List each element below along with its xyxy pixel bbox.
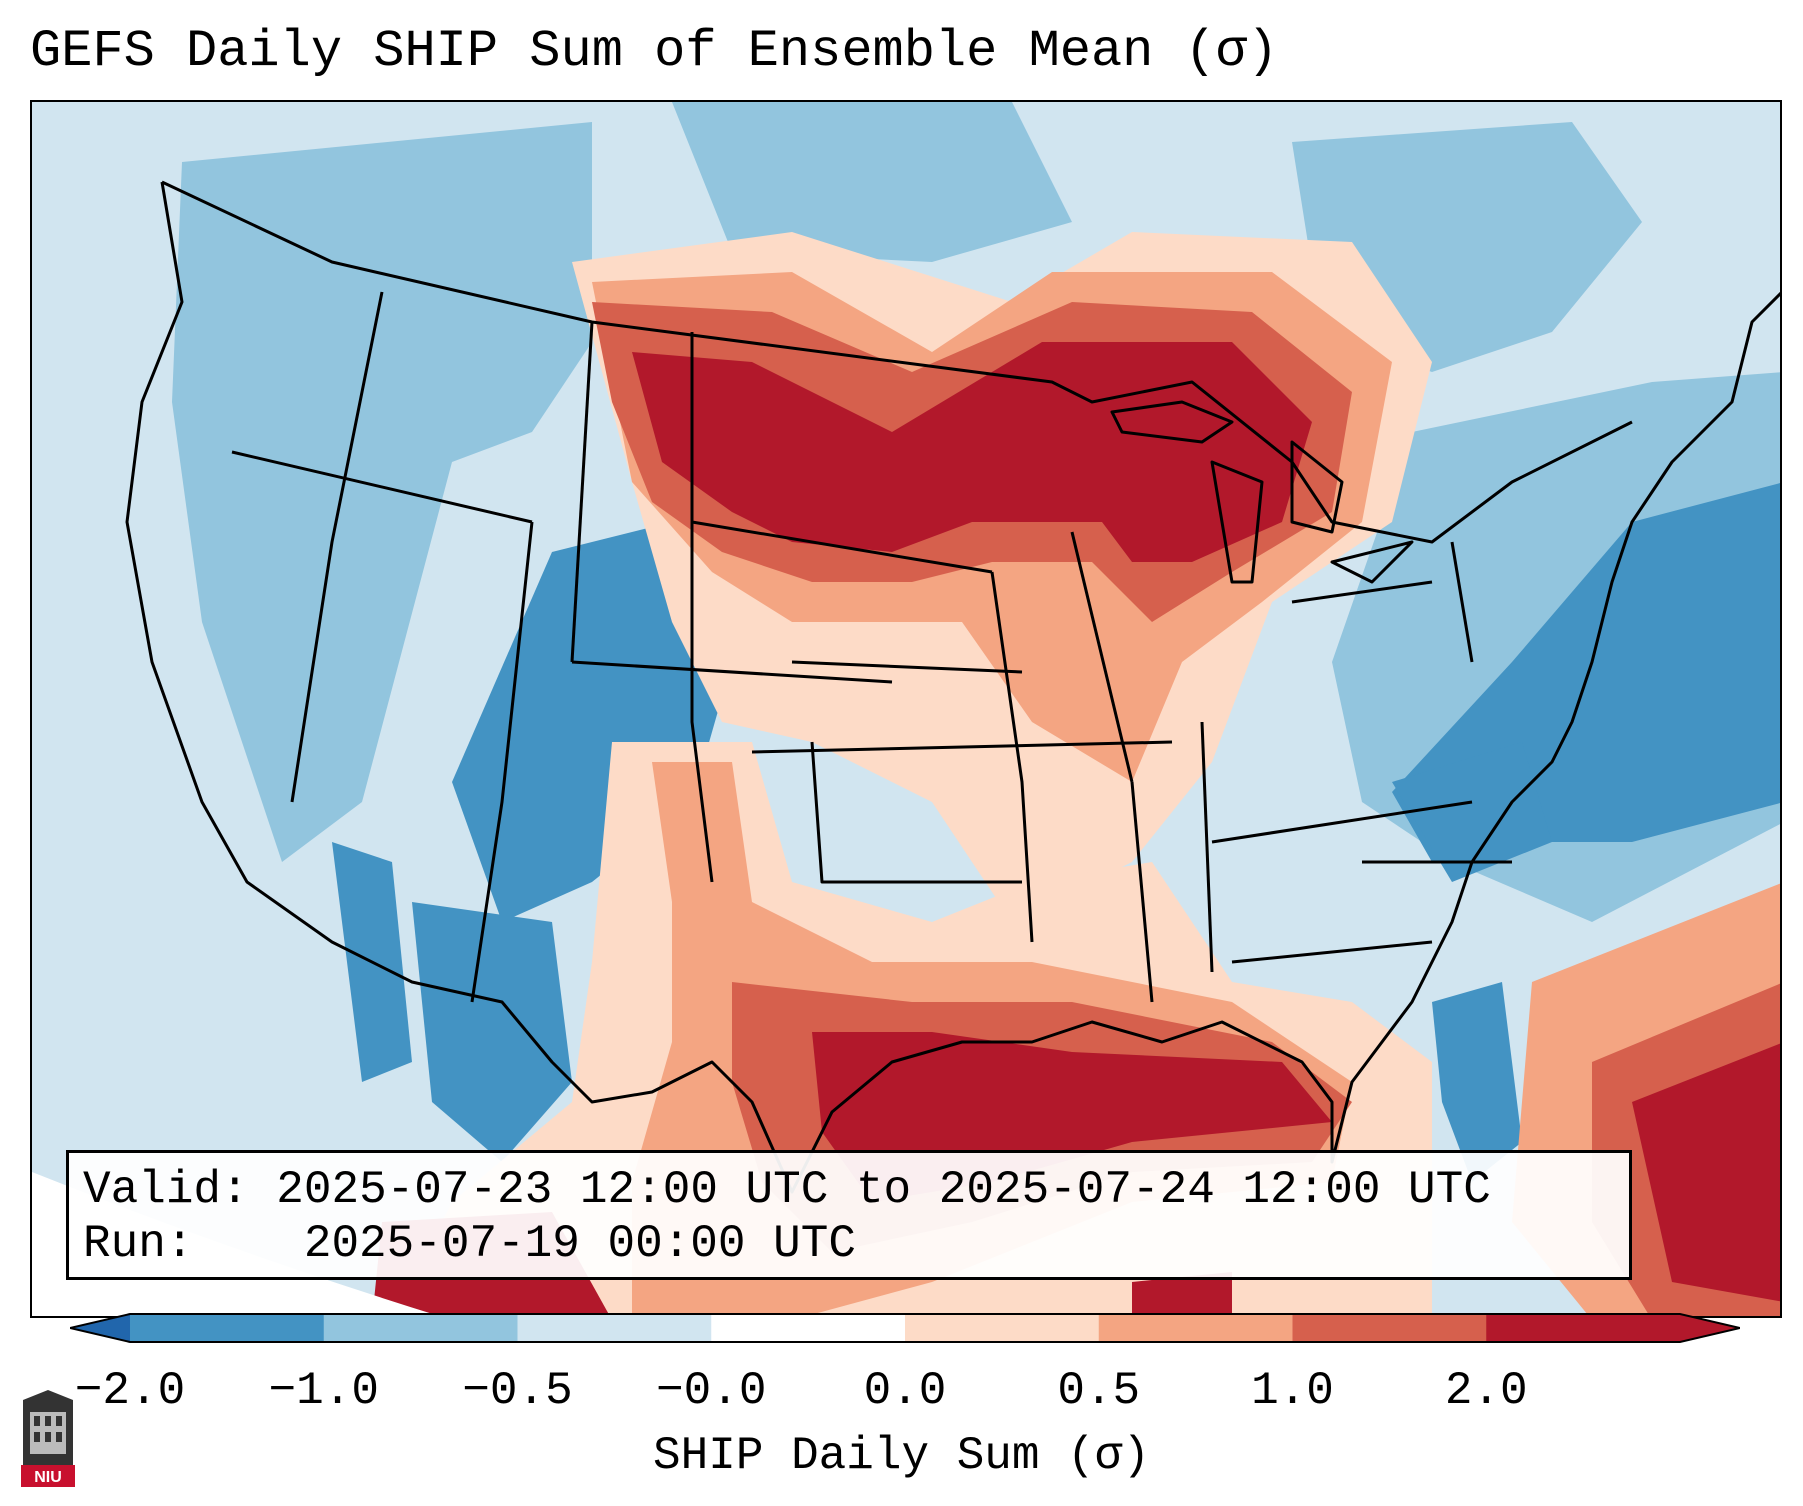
colorbar-tick-label: −2.0 — [74, 1365, 186, 1417]
map-title: GEFS Daily SHIP Sum of Ensemble Mean (σ) — [30, 22, 1279, 81]
valid-time-range: 2025-07-23 12:00 UTC to 2025-07-24 12:00… — [276, 1164, 1491, 1216]
validity-info-box: Valid: 2025-07-23 12:00 UTC to 2025-07-2… — [66, 1150, 1632, 1280]
colorbar-tick-label: 0.0 — [863, 1365, 947, 1417]
colorbar-overflow-arrow — [1680, 1314, 1740, 1342]
colorbar-underflow-arrow — [70, 1314, 130, 1342]
colorbar-tick-label: −0.0 — [656, 1365, 767, 1417]
colorbar-segment — [905, 1314, 1100, 1342]
colorbar-tick-label: 1.0 — [1251, 1365, 1334, 1417]
colorbar — [70, 1313, 1740, 1343]
run-time: 2025-07-19 00:00 UTC — [303, 1218, 856, 1270]
anomaly-map — [32, 102, 1780, 1316]
run-label: Run: — [83, 1218, 194, 1270]
colorbar-segment — [1292, 1314, 1487, 1342]
svg-text:NIU: NIU — [34, 1469, 62, 1486]
colorbar-tick-label: 2.0 — [1444, 1365, 1528, 1417]
colorbar-segment — [130, 1314, 325, 1342]
colorbar-segment — [517, 1314, 712, 1342]
valid-label: Valid: — [83, 1164, 249, 1216]
colorbar-segment — [1486, 1314, 1681, 1342]
colorbar-segment — [1098, 1314, 1293, 1342]
colorbar-label: SHIP Daily Sum (σ) — [653, 1430, 1150, 1482]
colorbar-tick-label: −1.0 — [268, 1365, 379, 1417]
colorbar-tick-label: 0.5 — [1057, 1365, 1141, 1417]
colorbar-segment — [711, 1314, 906, 1342]
colorbar-segment — [323, 1314, 518, 1342]
map-panel — [30, 100, 1782, 1318]
colorbar-tick-label: −0.5 — [462, 1365, 573, 1417]
niu-logo: NIU — [21, 1390, 75, 1487]
